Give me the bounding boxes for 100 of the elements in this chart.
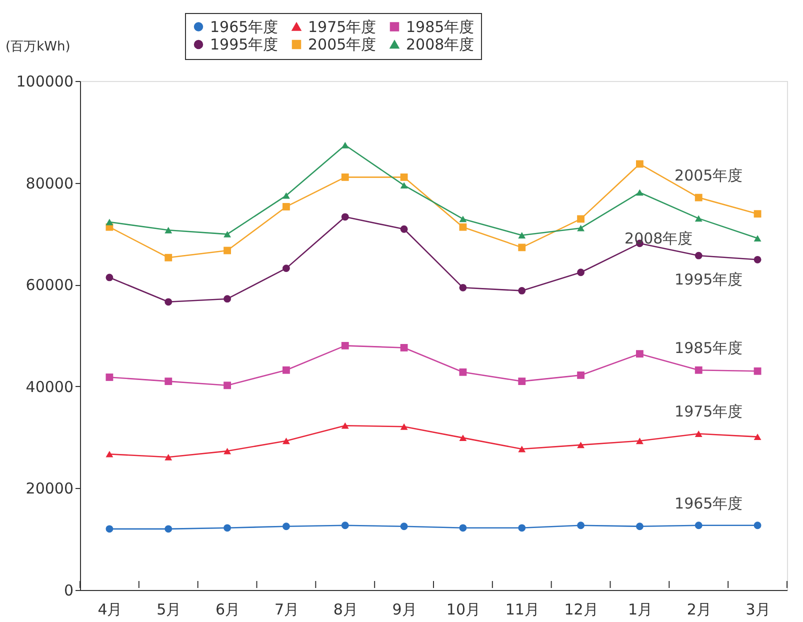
point [577,522,584,530]
point [459,216,467,222]
point [282,264,290,272]
point [341,173,349,181]
point [400,225,408,233]
x-tick-label: 3月 [746,600,770,618]
point [341,422,349,429]
point [754,367,762,375]
y-tick-label: 0 [64,582,74,600]
point [106,218,114,226]
annotation: 1975年度 [674,402,743,421]
point [518,287,526,294]
x-tick-label: 10月 [446,600,481,618]
legend-label: 1965年度 [210,18,278,36]
point [341,142,349,148]
legend-label: 2008年度 [406,36,474,54]
point [636,522,644,530]
point [754,235,762,242]
point [694,366,702,374]
y-tick-label: 100000 [16,72,74,90]
point [164,454,172,460]
point [106,374,114,381]
point [754,210,762,218]
point [459,284,467,292]
x-tick-label: 6月 [216,600,240,618]
point [224,246,231,254]
point [694,430,702,437]
point [577,215,584,223]
point [518,524,526,532]
point [577,442,584,448]
point [164,298,172,306]
y-tick-label: 80000 [26,174,74,192]
y-axis-title: (百万kWh) [6,40,70,54]
annotation: 2005年度 [674,166,743,185]
point [636,438,644,444]
point [106,274,114,282]
point [164,378,172,386]
annotation: 1995年度 [674,270,743,289]
point [754,256,762,264]
annotation: 1985年度 [674,339,743,358]
point [400,173,408,181]
y-tick-label: 60000 [26,276,74,294]
point [224,524,231,532]
point [224,295,231,303]
x-tick-label: 8月 [333,600,358,618]
point [694,252,702,260]
point [694,194,702,202]
point [459,223,467,231]
legend-label: 2005年度 [308,36,376,54]
point [577,268,584,276]
x-tick-label: 1月 [628,600,652,618]
x-tick-label: 9月 [392,600,417,618]
point [164,254,172,262]
point [694,215,702,222]
point [754,522,762,530]
point [106,450,114,458]
point [459,368,467,376]
point [282,203,290,210]
legend-label: 1975年度 [308,18,376,36]
point [694,522,702,530]
x-tick-label: 5月 [156,600,182,618]
x-tick-label: 7月 [274,600,299,618]
point [577,371,584,379]
x-tick-label: 11月 [505,600,540,618]
point [400,423,408,430]
point [459,434,467,442]
y-tick-label: 40000 [26,378,74,396]
point [518,378,526,386]
point [636,160,644,168]
point [400,182,408,189]
point [224,382,231,390]
legend-label: 1985年度 [406,18,474,36]
x-tick-label: 4月 [98,600,122,618]
x-tick-label: 12月 [564,600,598,618]
point [636,189,644,196]
point [400,522,408,530]
point [224,448,231,454]
annotation: 1965年度 [674,494,743,512]
point [106,525,114,533]
point [400,344,408,352]
point [459,524,467,532]
point [282,192,290,199]
point [341,522,349,530]
point [518,446,526,452]
point [224,231,231,238]
point [282,366,290,374]
point [341,342,349,350]
point [518,232,526,238]
annotation: 2008年度 [624,229,693,248]
point [518,244,526,252]
point [282,522,290,530]
point [164,226,172,234]
point [636,350,644,358]
y-tick-label: 20000 [26,480,74,498]
point [282,438,290,444]
point [341,213,349,221]
point [754,434,762,440]
point [164,525,172,533]
x-tick-label: 2月 [686,600,712,618]
point [577,224,584,232]
